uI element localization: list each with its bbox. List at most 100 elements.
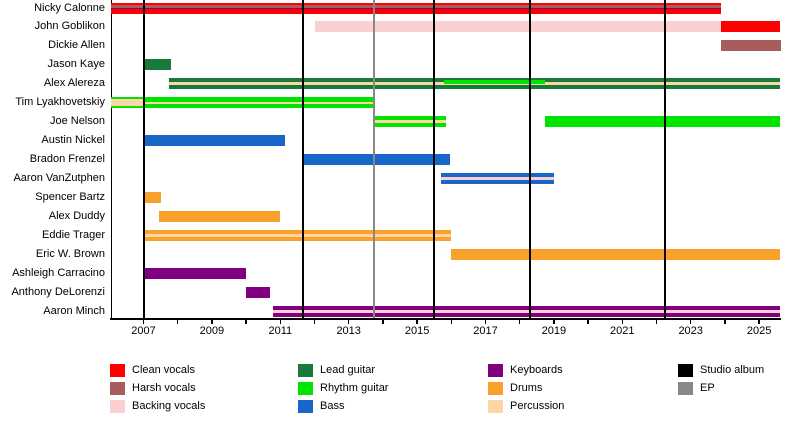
- year-label: 2013: [336, 325, 361, 337]
- legend-swatch-keys: [488, 363, 503, 377]
- year-tick: [245, 319, 247, 324]
- legend-label: Harsh vocals: [132, 381, 196, 394]
- year-tick: [724, 319, 726, 324]
- timeline-bar-lead: [143, 59, 171, 71]
- member-label: Austin Nickel: [41, 134, 105, 147]
- legend-item: Studio album: [678, 361, 764, 379]
- timeline-bar-clean: [721, 21, 780, 33]
- year-tick: [142, 319, 145, 324]
- member-label: Bradon Frenzel: [29, 153, 105, 166]
- x-axis-baseline: [110, 318, 781, 320]
- timeline-bar-perc: [143, 101, 375, 104]
- year-tick: [211, 319, 213, 324]
- timeline-bar-bass: [143, 135, 286, 147]
- year-tick: [655, 319, 658, 324]
- legend-item: Percussion: [488, 397, 564, 415]
- legend-label: Clean vocals: [132, 363, 195, 376]
- member-label: Aaron VanZutphen: [13, 172, 105, 185]
- legend-swatch-clean: [110, 363, 125, 377]
- timeline-bar-backing: [314, 21, 722, 33]
- timeline-bar-keys: [143, 267, 247, 279]
- year-tick: [621, 319, 624, 324]
- year-label: 2025: [746, 325, 772, 337]
- legend-label: Backing vocals: [132, 399, 206, 412]
- year-label: 2007: [131, 325, 156, 337]
- timeline-bar-perc: [143, 233, 452, 237]
- timeline-bar-drums: [158, 210, 281, 222]
- legend-swatch-studio_album: [678, 363, 693, 377]
- member-label: Dickie Allen: [48, 39, 105, 52]
- studio-album-line: [664, 0, 667, 319]
- plot-area: [110, 0, 782, 319]
- legend-swatch-rhythm: [298, 381, 313, 395]
- year-tick: [518, 319, 521, 324]
- legend-swatch-lead: [298, 363, 313, 377]
- legend-item: Harsh vocals: [110, 379, 205, 397]
- legend-swatch-drums: [488, 381, 503, 395]
- member-label: Alex Alereza: [43, 77, 105, 90]
- legend-item: Backing vocals: [110, 397, 205, 415]
- year-tick: [416, 319, 418, 324]
- legend-item: Bass: [298, 397, 388, 415]
- studio-album-line: [142, 0, 145, 319]
- member-label: Eddie Trager: [42, 228, 105, 241]
- timeline-bar-perc: [169, 82, 780, 86]
- year-tick: [450, 319, 453, 324]
- ep-line: [373, 0, 376, 319]
- timeline-bar-rhythm: [444, 79, 546, 84]
- year-label: 2009: [199, 325, 225, 337]
- member-label: Nicky Calonne: [34, 1, 105, 14]
- studio-album-line: [528, 0, 531, 319]
- year-label: 2017: [473, 325, 498, 337]
- legend-label: Drums: [510, 381, 543, 394]
- legend-swatch-backing: [110, 399, 125, 413]
- timeline-bar-drums: [143, 192, 161, 203]
- member-label: Aaron Minch: [43, 304, 105, 317]
- year-tick: [758, 319, 760, 324]
- studio-album-line: [301, 0, 304, 319]
- legend-column: Clean vocals Harsh vocals Backing vocals: [110, 361, 205, 415]
- legend-label: Percussion: [510, 399, 565, 412]
- year-label: 2019: [541, 325, 567, 337]
- legend-item: EP: [678, 379, 764, 397]
- legend-column: Studio album EP: [678, 361, 764, 397]
- year-tick: [347, 319, 350, 324]
- legend-swatch-ep: [678, 381, 693, 395]
- timeline-bar-harsh: [111, 4, 722, 8]
- member-label: Anthony DeLorenzi: [11, 285, 105, 298]
- timeline-bar-harsh: [721, 40, 782, 52]
- legend-column: Keyboards Drums Percussion: [488, 361, 564, 415]
- member-label: Jason Kaye: [47, 58, 105, 71]
- timeline-bar-keys: [246, 286, 271, 298]
- legend-label: EP: [700, 381, 715, 394]
- year-tick: [382, 319, 384, 324]
- member-label: John Goblikon: [34, 20, 105, 33]
- member-label: Spencer Bartz: [35, 191, 105, 203]
- legend-label: Studio album: [700, 363, 765, 376]
- year-label: 2023: [678, 325, 703, 337]
- chart-left-border: [110, 0, 113, 319]
- legend-item: Rhythm guitar: [298, 379, 388, 397]
- legend-swatch-harsh: [110, 381, 125, 395]
- legend-label: Keyboards: [510, 363, 563, 376]
- legend-swatch-perc: [488, 399, 503, 413]
- legend-swatch-bass: [298, 399, 313, 413]
- timeline-bar-backing: [273, 309, 780, 313]
- timeline-bar-rhythm: [545, 116, 780, 128]
- timeline-bar-bass: [302, 154, 450, 166]
- legend-item: Drums: [488, 379, 564, 397]
- legend-label: Lead guitar: [320, 363, 376, 376]
- year-tick: [484, 319, 487, 324]
- year-label: 2021: [610, 325, 635, 337]
- timeline-bar-drums: [451, 248, 780, 260]
- year-tick: [279, 319, 282, 324]
- legend-column: Lead guitar Rhythm guitar Bass: [298, 361, 388, 415]
- legend-item: Keyboards: [488, 361, 564, 379]
- legend-item: Lead guitar: [298, 361, 388, 379]
- year-label: 2011: [268, 325, 293, 337]
- legend-item: Clean vocals: [110, 361, 205, 379]
- member-label: Ashleigh Carracino: [12, 266, 105, 279]
- member-label: Tim Lyakhovetskiy: [15, 96, 105, 109]
- legend-label: Bass: [320, 399, 345, 412]
